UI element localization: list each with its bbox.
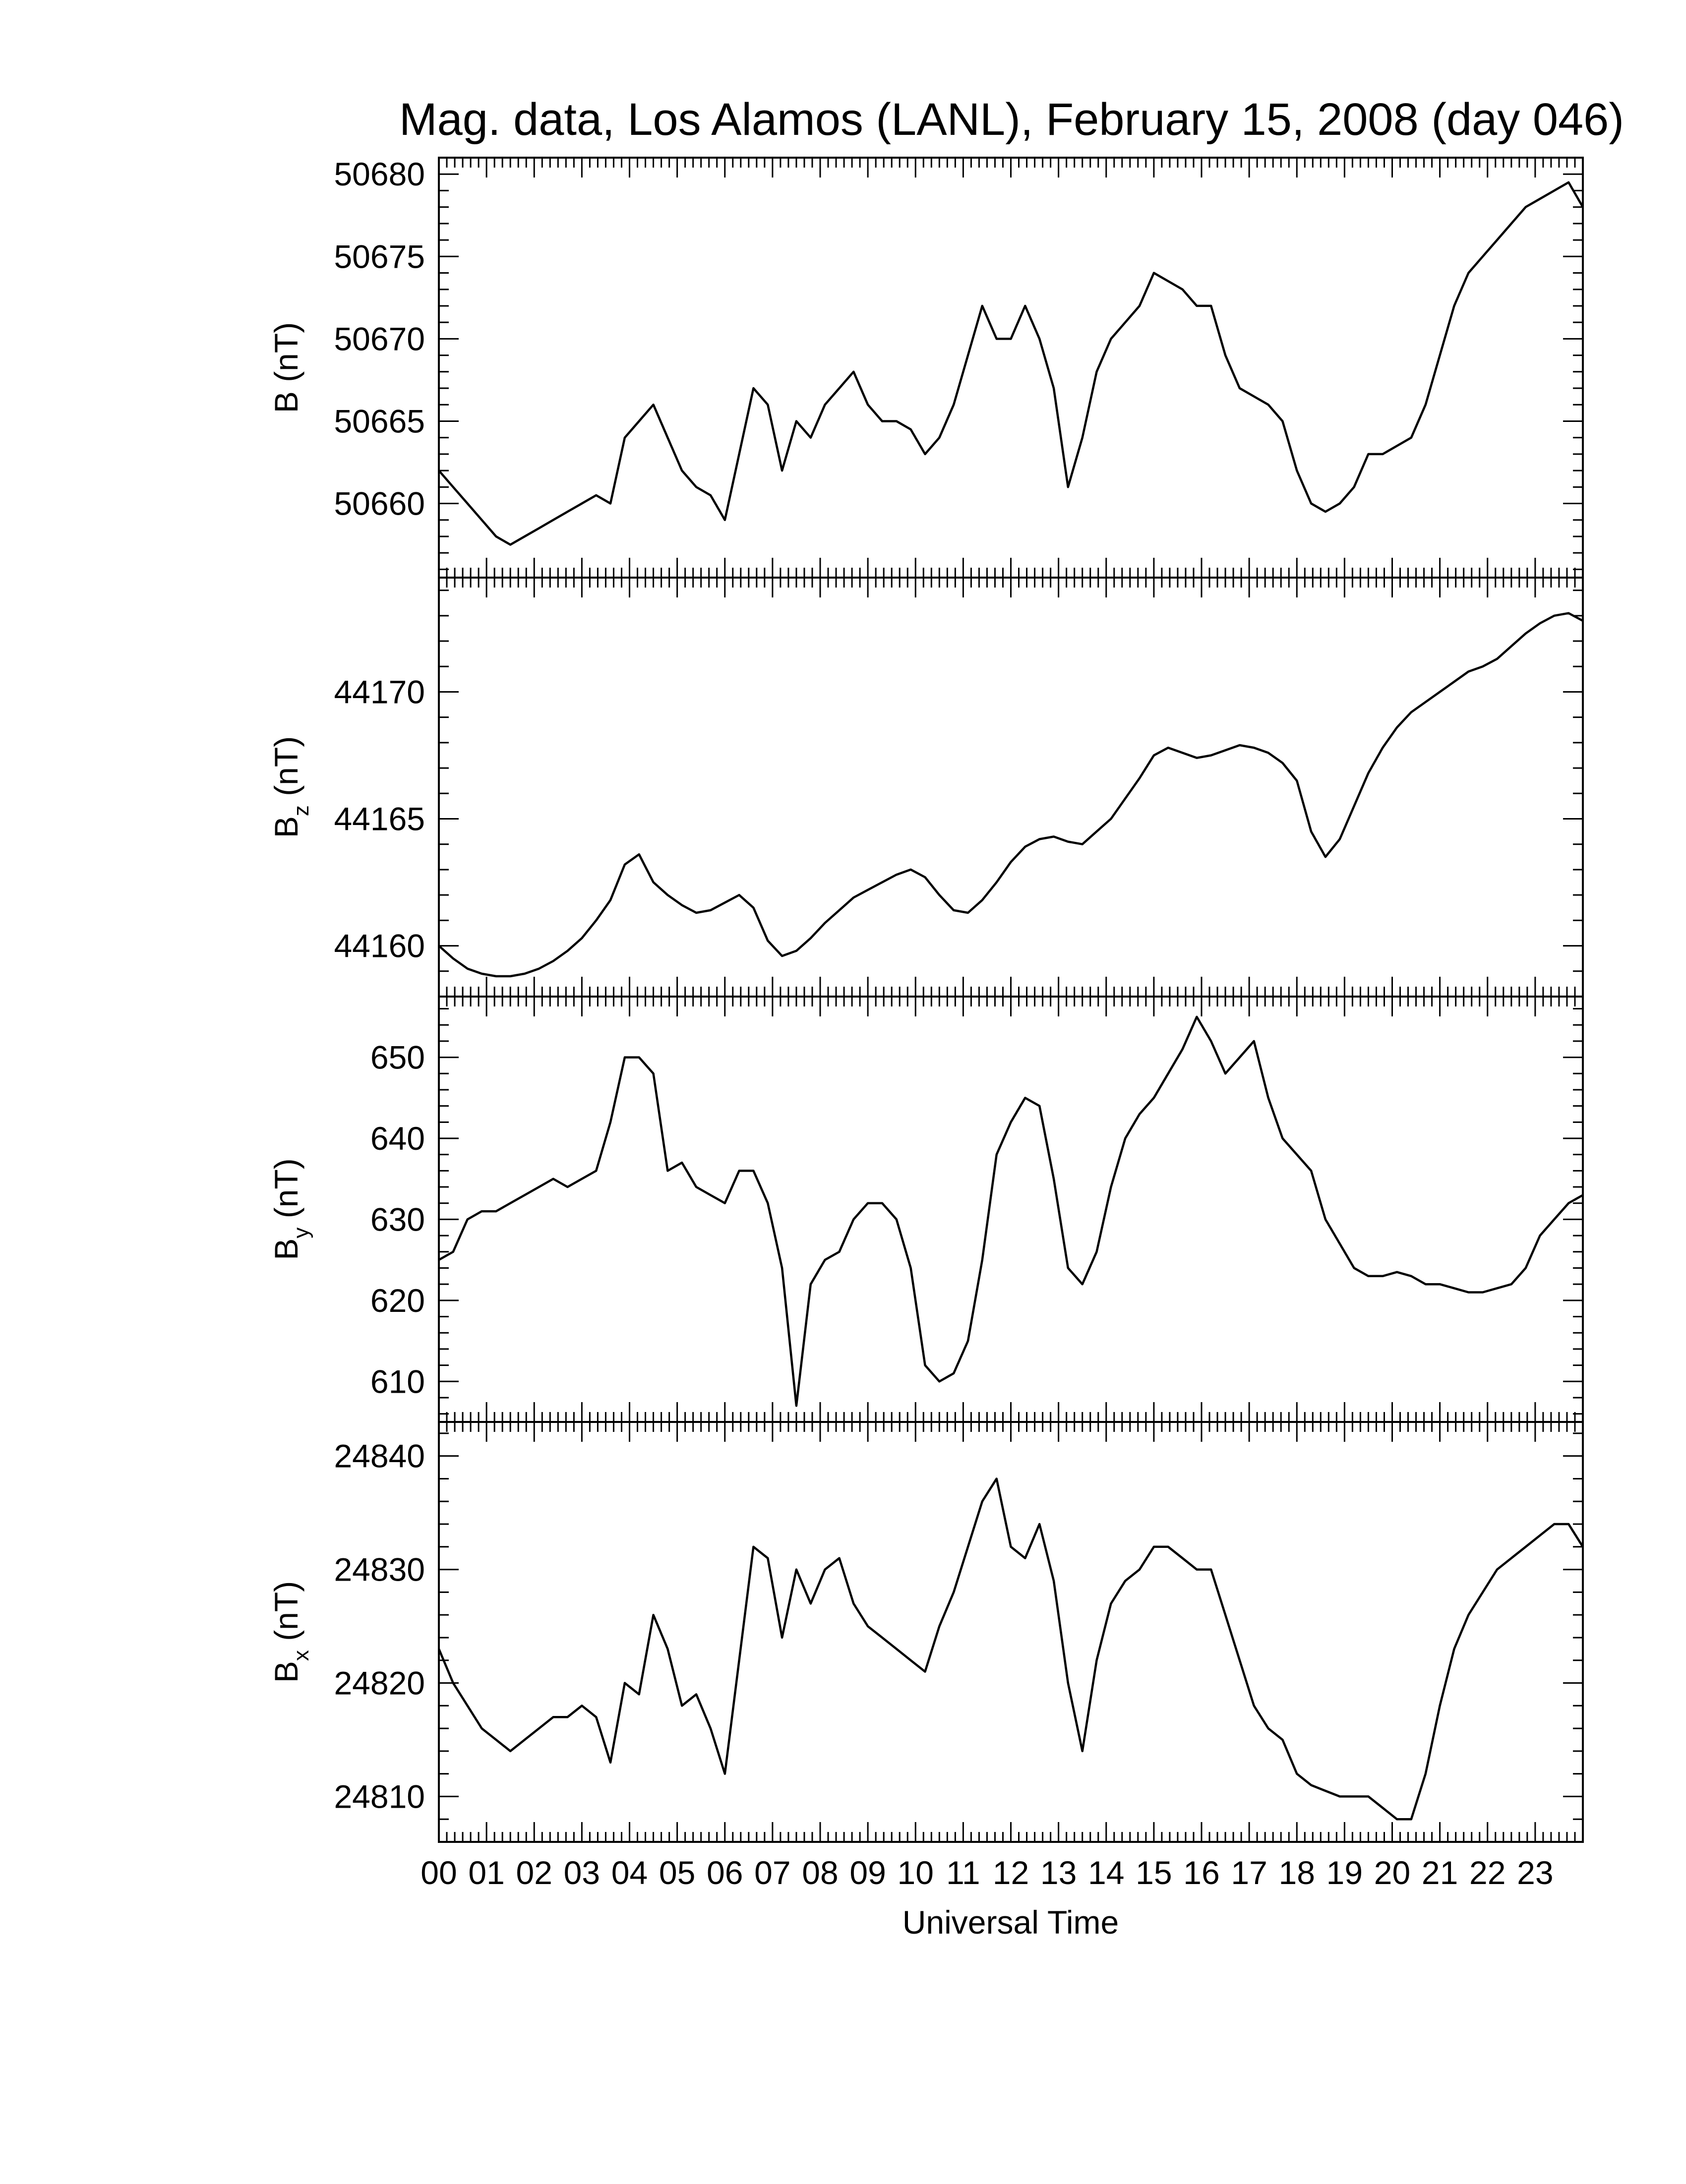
x-tick-label: 23 bbox=[1517, 1854, 1553, 1891]
y-ticks bbox=[439, 173, 1583, 570]
y-tick-label: 24830 bbox=[334, 1551, 425, 1588]
y-tick-label: 44170 bbox=[334, 673, 425, 710]
x-tick-label: 10 bbox=[898, 1854, 934, 1891]
x-tick-label: 15 bbox=[1136, 1854, 1172, 1891]
y-axis-label-bx: Bx (nT) bbox=[268, 1581, 313, 1683]
x-tick-label: 16 bbox=[1183, 1854, 1219, 1891]
series-line-by bbox=[438, 1015, 1584, 1407]
y-tick-label: 24820 bbox=[334, 1665, 425, 1702]
panel-frame bbox=[438, 996, 1584, 1423]
y-tick-label: 24840 bbox=[334, 1438, 425, 1475]
y-axis-label-main: B bbox=[268, 391, 304, 413]
panel-frame bbox=[438, 1421, 1584, 1843]
y-tick-label: 44165 bbox=[334, 801, 425, 837]
x-tick-label: 01 bbox=[468, 1854, 504, 1891]
y-axis-label-subscript: y bbox=[289, 1228, 313, 1239]
y-tick-label: 50680 bbox=[334, 156, 425, 192]
y-tick-label: 50660 bbox=[334, 485, 425, 522]
y-tick-label: 50675 bbox=[334, 238, 425, 275]
x-tick-label: 09 bbox=[849, 1854, 886, 1891]
series-line-bz bbox=[438, 612, 1584, 978]
x-ticks bbox=[446, 997, 1576, 1422]
x-tick-label: 05 bbox=[659, 1854, 695, 1891]
y-axis-label-unit: (nT) bbox=[268, 736, 304, 805]
x-tick-label: 20 bbox=[1374, 1854, 1410, 1891]
y-tick-label: 50665 bbox=[334, 403, 425, 439]
x-tick-label: 06 bbox=[707, 1854, 743, 1891]
panel-frame bbox=[438, 577, 1584, 998]
panel-frame bbox=[438, 157, 1584, 579]
series-line-bx bbox=[437, 1477, 1584, 1821]
x-ticks bbox=[446, 158, 1576, 578]
y-axis-label-main: B bbox=[268, 1239, 304, 1260]
y-axis-label-unit: (nT) bbox=[268, 322, 304, 391]
y-axis-label-bz: Bz (nT) bbox=[268, 736, 313, 838]
y-ticks bbox=[439, 1432, 1583, 1820]
y-axis-label-subscript: z bbox=[289, 805, 313, 816]
y-axis-label-subscript: x bbox=[289, 1650, 313, 1661]
x-tick-label: 14 bbox=[1088, 1854, 1124, 1891]
panel-bz: 44160 44165 44170 Bz (nT) bbox=[268, 577, 1584, 998]
x-ticks bbox=[446, 578, 1576, 997]
x-tick-label: 19 bbox=[1326, 1854, 1363, 1891]
y-tick-label: 50670 bbox=[334, 320, 425, 357]
x-tick-label: 17 bbox=[1231, 1854, 1267, 1891]
x-tick-label: 11 bbox=[946, 1854, 980, 1891]
x-axis-labels: 00 01 02 03 04 05 06 07 08 09 10 11 12 13 14 15 16 17 18 19… bbox=[421, 1854, 1553, 1891]
y-tick-label: 24810 bbox=[334, 1778, 425, 1815]
x-tick-label: 07 bbox=[754, 1854, 790, 1891]
panel-bx: 24810 24820 24830 24840 Bx (nT) bbox=[268, 1421, 1584, 1843]
y-axis-label-b-total: B (nT) bbox=[268, 322, 304, 413]
x-tick-label: 02 bbox=[516, 1854, 552, 1891]
y-tick-label: 44160 bbox=[334, 928, 425, 964]
y-axis-label-unit: (nT) bbox=[268, 1581, 304, 1650]
x-tick-label: 13 bbox=[1040, 1854, 1077, 1891]
panel-by: 610 620 630 640 650 By (nT) bbox=[268, 996, 1584, 1423]
series-line-b-total bbox=[438, 181, 1584, 546]
y-axis-label-main: B bbox=[268, 816, 304, 838]
y-axis-label-unit: (nT) bbox=[268, 1158, 304, 1227]
y-ticks bbox=[439, 590, 1583, 972]
chart-title: Mag. data, Los Alamos (LANL), February 1… bbox=[399, 94, 1624, 145]
x-axis-title: Universal Time bbox=[903, 1904, 1119, 1941]
x-tick-label: 18 bbox=[1279, 1854, 1315, 1891]
x-tick-label: 03 bbox=[564, 1854, 600, 1891]
y-ticks bbox=[439, 1008, 1583, 1415]
x-tick-label: 04 bbox=[611, 1854, 648, 1891]
y-tick-label: 630 bbox=[370, 1201, 425, 1238]
y-tick-label: 620 bbox=[370, 1282, 425, 1319]
x-tick-label: 00 bbox=[421, 1854, 457, 1891]
y-tick-label: 610 bbox=[370, 1363, 425, 1400]
x-ticks bbox=[446, 1422, 1576, 1842]
x-tick-label: 12 bbox=[993, 1854, 1029, 1891]
x-tick-label: 08 bbox=[802, 1854, 838, 1891]
x-tick-label: 21 bbox=[1422, 1854, 1458, 1891]
x-tick-label: 22 bbox=[1469, 1854, 1505, 1891]
panel-b-total: 50660 50665 50670 50675 50680 B (nT) bbox=[268, 156, 1584, 579]
y-tick-label: 650 bbox=[370, 1039, 425, 1076]
y-axis-label-by: By (nT) bbox=[268, 1158, 313, 1260]
y-axis-label-main: B bbox=[268, 1661, 304, 1683]
y-tick-label: 640 bbox=[370, 1120, 425, 1157]
